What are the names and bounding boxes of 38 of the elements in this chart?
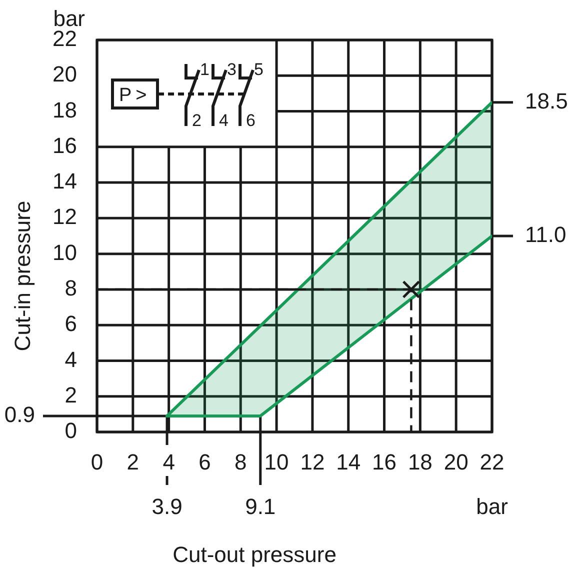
y-tick-label: 16 (52, 132, 77, 158)
x-tick-label: 2 (126, 449, 140, 474)
y-tick-label: 4 (64, 346, 77, 372)
x-tick-label: 20 (444, 449, 468, 474)
y-tick-label: 8 (64, 276, 77, 301)
ref-line-label: 9.1 (245, 494, 276, 520)
x-tick-label: 22 (480, 449, 504, 474)
annotation: 6 (246, 111, 256, 130)
x-tick-label: 4 (162, 449, 175, 474)
ref-line-label: 18.5 (525, 88, 568, 114)
x-tick-label: 6 (198, 449, 211, 474)
annotation: 3 (227, 60, 236, 79)
text: bar (476, 494, 508, 520)
y-tick-label: 20 (52, 62, 77, 87)
y-tick-label: 14 (52, 168, 77, 194)
x-tick-label: 16 (372, 449, 397, 474)
y-tick-label: 0 (64, 418, 77, 444)
y-tick-label: 2 (64, 382, 77, 408)
x-tick-label: 18 (408, 449, 432, 474)
ref-line-label: 0.9 (4, 402, 35, 428)
annotation: P> (119, 85, 151, 106)
annotation: 1 (200, 60, 210, 79)
y-tick-label: 10 (52, 240, 77, 265)
ref-line-label: 11.0 (525, 222, 566, 248)
x-tick-label: 8 (234, 449, 247, 474)
annotation: 4 (219, 111, 228, 130)
x-tick-label: 0 (90, 449, 104, 474)
ref-line-label: 3.9 (152, 494, 182, 520)
y-axis-title: Cut-in pressure (10, 200, 36, 352)
x-axis-title: Cut-out pressure (172, 542, 336, 568)
y-tick-label: 18 (52, 97, 77, 122)
annotation: 2 (192, 111, 202, 130)
x-tick-label: 14 (336, 449, 361, 474)
y-tick-label: 12 (52, 204, 77, 230)
x-tick-label: 10 (264, 449, 289, 474)
y-tick-label: 6 (64, 311, 77, 336)
x-tick-label: 12 (300, 449, 325, 474)
annotation: 5 (254, 60, 264, 79)
